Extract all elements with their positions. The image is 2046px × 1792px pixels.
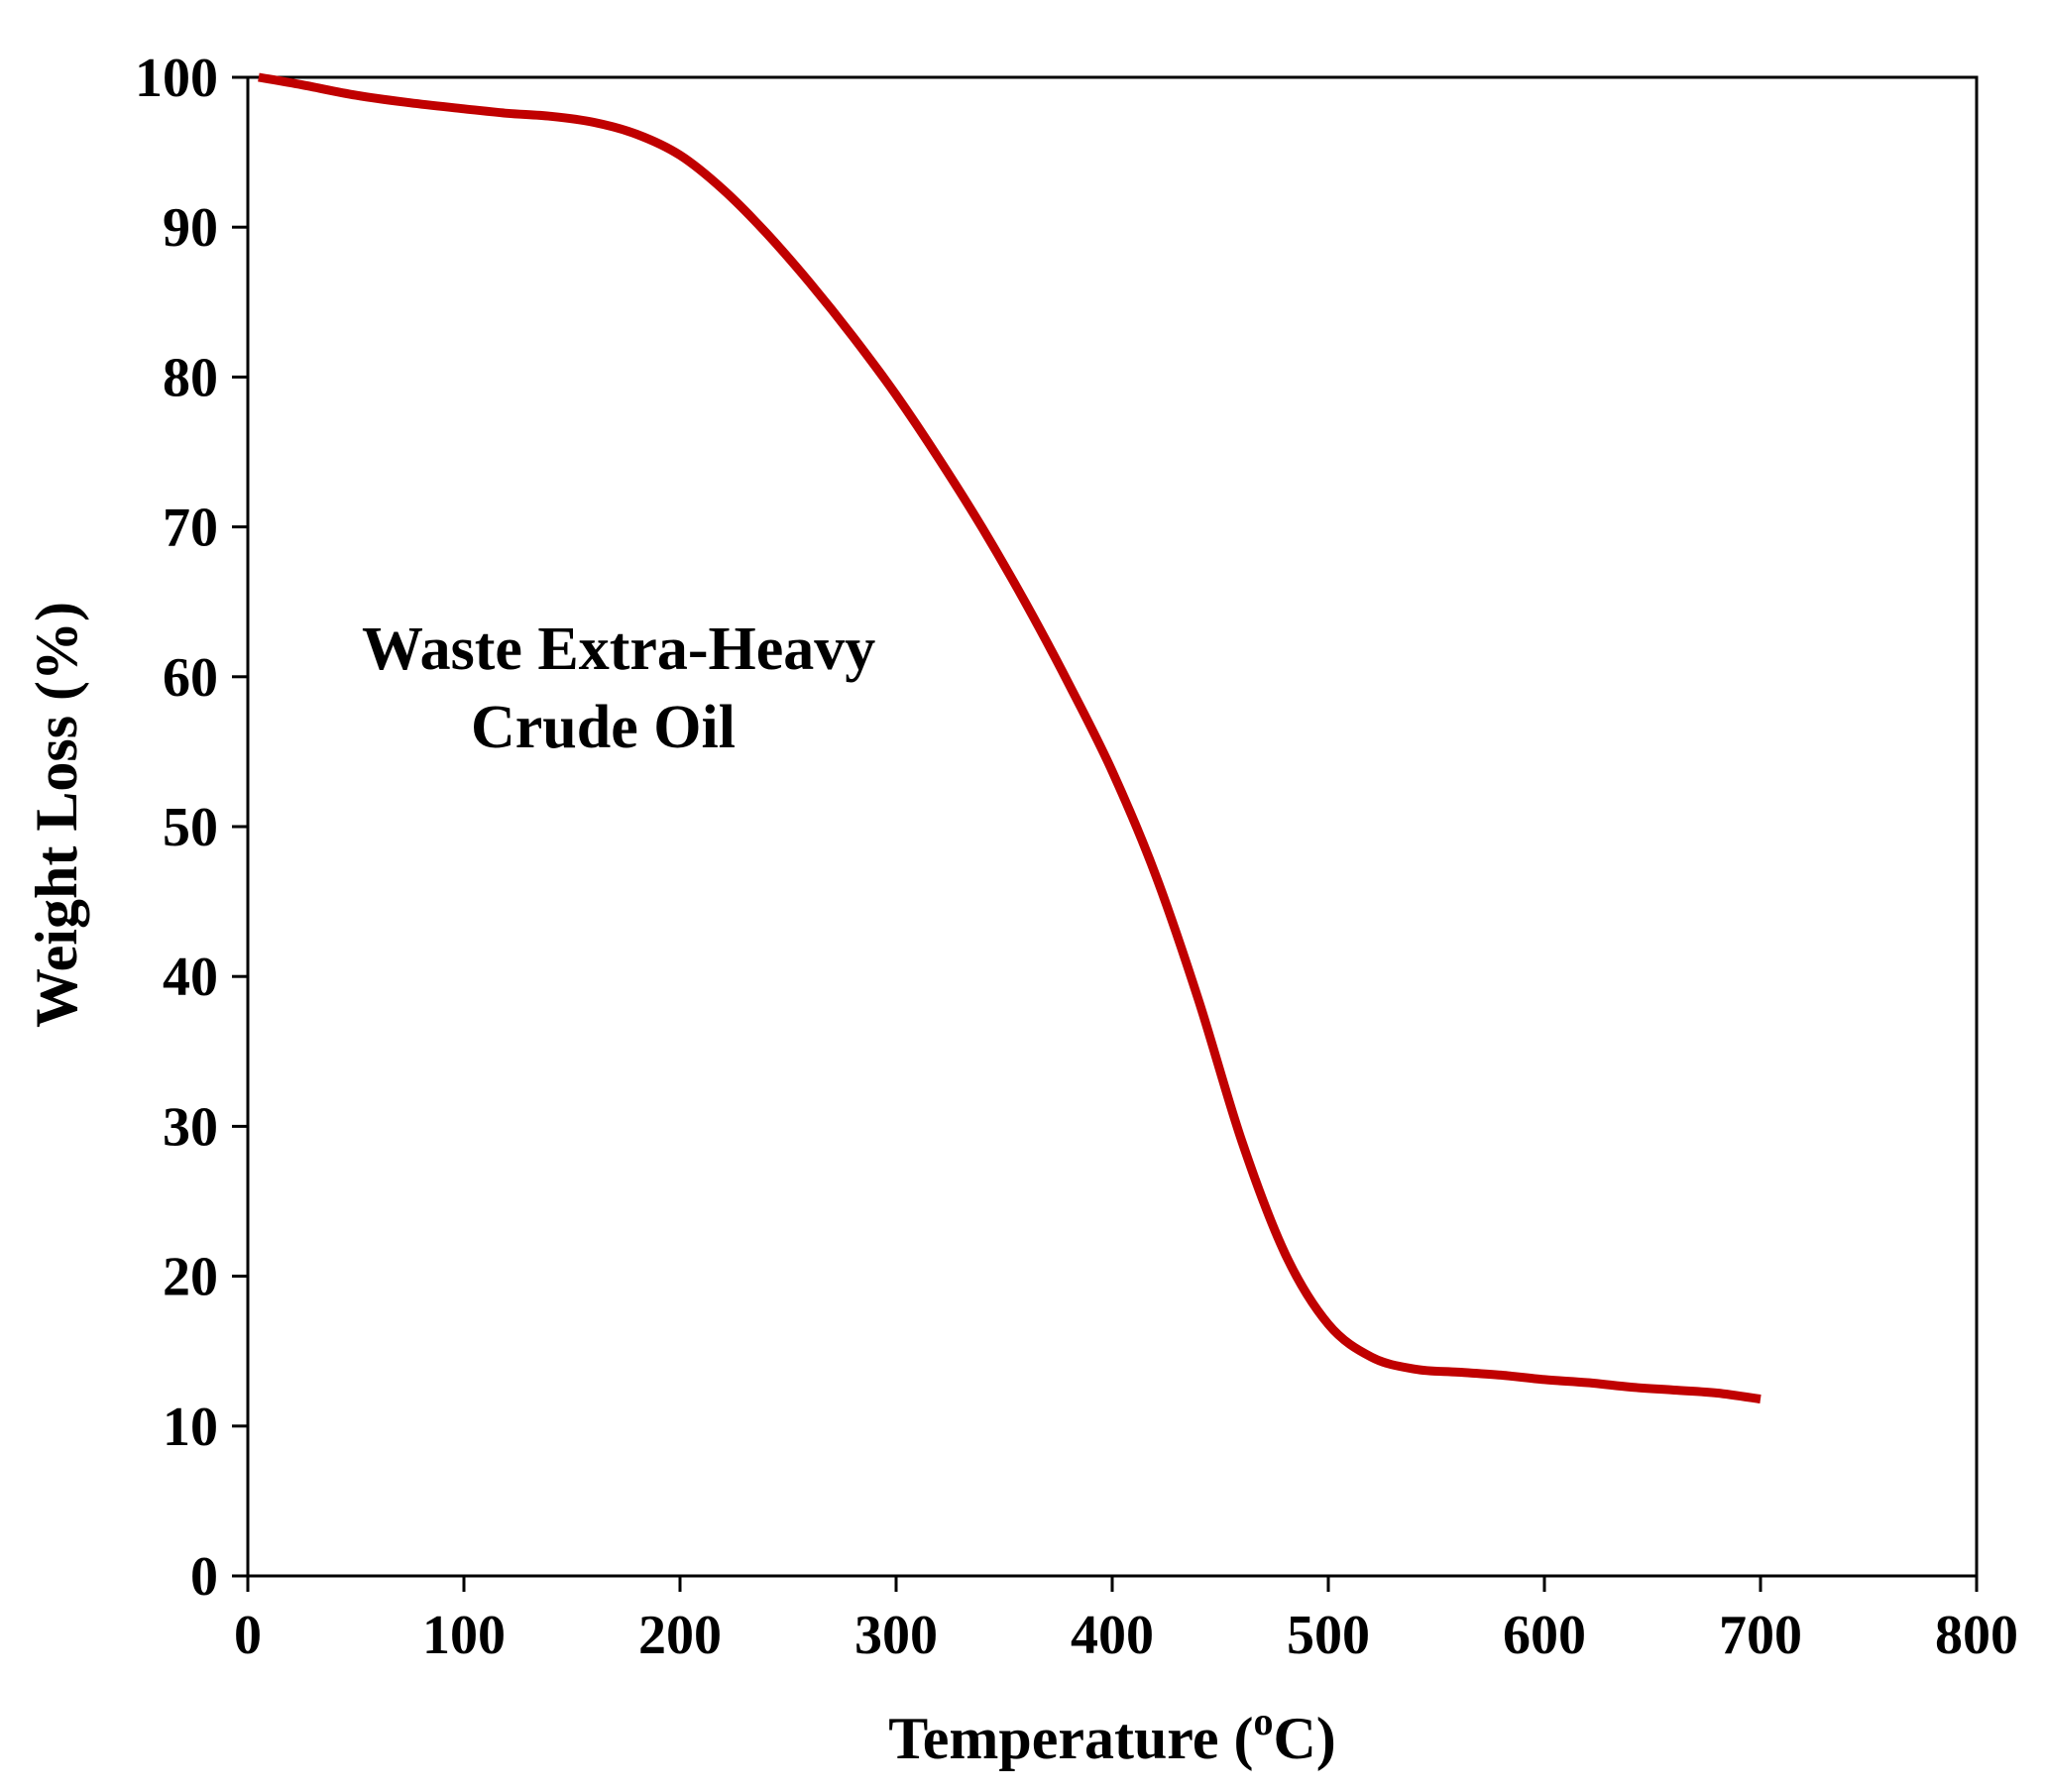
x-axis-title: Temperature (oC)	[888, 1699, 1336, 1771]
data-point-280	[849, 333, 856, 341]
data-point-240	[762, 229, 770, 237]
y-tick-label-50: 50	[163, 797, 218, 858]
plot-frame	[246, 75, 1979, 1578]
y-tick-label-70: 70	[163, 498, 218, 559]
x-tick-label-400: 400	[1071, 1605, 1154, 1666]
data-point-440	[1194, 996, 1202, 1004]
weight-loss-curve	[258, 72, 1762, 1404]
x-axis-title-text: Temperature (	[888, 1706, 1253, 1771]
annotation-line-2: Crude Oil	[471, 694, 736, 761]
y-tick-label-30: 30	[163, 1096, 218, 1158]
data-point-460	[1238, 1138, 1246, 1146]
data-point-560	[1454, 1368, 1462, 1376]
y-tick-label-20: 20	[163, 1247, 218, 1308]
x-tick-label-700: 700	[1719, 1605, 1802, 1666]
data-point-220	[720, 185, 728, 193]
y-tick-label-40: 40	[163, 947, 218, 1008]
y-tick-label-60: 60	[163, 647, 218, 709]
x-tick-label-800: 800	[1935, 1605, 2018, 1666]
data-point-320	[936, 456, 944, 464]
data-point-520	[1368, 1353, 1376, 1361]
data-point-120	[504, 109, 512, 117]
data-point-620	[1584, 1379, 1592, 1387]
data-point-580	[1497, 1371, 1505, 1379]
x-tick-label-200: 200	[638, 1605, 722, 1666]
y-tick-label-100: 100	[135, 48, 218, 109]
annotation-line-1: Waste Extra-Heavy	[362, 616, 875, 683]
data-point-300	[892, 392, 900, 399]
data-point-700	[1757, 1396, 1764, 1403]
data-point-140	[546, 112, 554, 120]
data-point-180	[632, 130, 640, 138]
data-point-660	[1670, 1387, 1678, 1395]
data-point-680	[1713, 1390, 1721, 1398]
x-axis-title-degree: o	[1253, 1699, 1273, 1743]
data-point-75	[406, 99, 414, 107]
data-point-5	[255, 73, 263, 81]
x-tick-label-100: 100	[422, 1605, 506, 1666]
data-point-540	[1411, 1365, 1419, 1373]
x-axis-ticks: 0 100 200 300 400 500 600 700 800	[234, 1576, 2018, 1666]
data-point-600	[1540, 1376, 1548, 1384]
data-point-200	[676, 152, 684, 160]
data-point-100	[460, 105, 468, 113]
x-tick-label-600: 600	[1503, 1605, 1586, 1666]
data-point-640	[1627, 1383, 1635, 1391]
y-axis-ticks: 0 10 20 30 40 50 60 70 80 90 100	[135, 48, 248, 1608]
x-tick-label-500: 500	[1287, 1605, 1370, 1666]
x-axis-title-unit: C)	[1273, 1706, 1335, 1771]
x-tick-label-300: 300	[854, 1605, 938, 1666]
data-point-50	[352, 91, 360, 99]
y-tick-label-10: 10	[163, 1397, 218, 1458]
data-point-380	[1065, 680, 1073, 688]
data-point-480	[1281, 1250, 1289, 1258]
data-point-25	[298, 81, 306, 89]
data-point-360	[1022, 600, 1030, 608]
data-point-420	[1152, 870, 1160, 878]
x-tick-label-0: 0	[234, 1605, 262, 1666]
y-tick-label-80: 80	[163, 347, 218, 408]
y-axis-title: Weight Loss (%)	[24, 602, 89, 1028]
data-point-340	[978, 524, 986, 532]
y-tick-label-90: 90	[163, 197, 218, 259]
data-point-400	[1108, 767, 1116, 775]
data-point-260	[806, 279, 814, 286]
y-tick-label-0: 0	[190, 1546, 218, 1608]
data-point-160	[590, 118, 598, 126]
data-point-500	[1324, 1320, 1332, 1328]
